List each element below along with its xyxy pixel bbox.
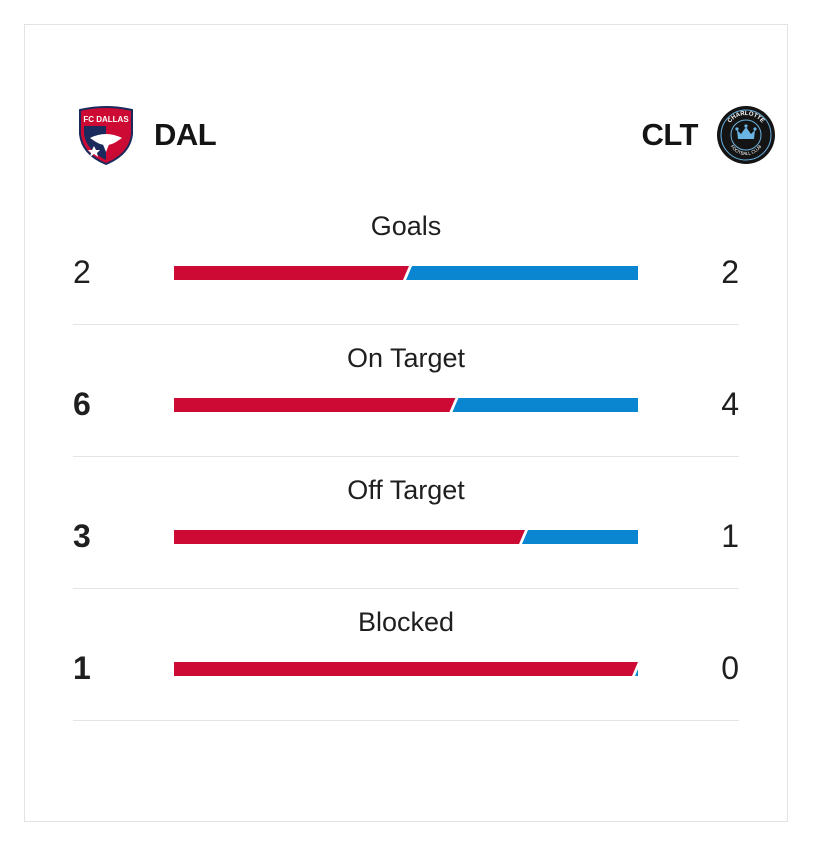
stat-label: Blocked [357,607,455,637]
away-team-abbr: CLT [641,117,699,152]
stat-label: On Target [346,343,466,373]
home-bar-segment [174,530,525,544]
home-stat-value: 2 [73,254,91,290]
away-stat-value: 0 [721,650,739,686]
away-bar-segment [635,662,638,676]
home-stat-value: 1 [73,650,91,686]
away-bar-segment [406,266,638,280]
stat-row-off-target: Off Target 3 1 [73,456,739,589]
home-stat-value: 3 [73,518,91,554]
stat-row-goals: Goals 2 2 [73,192,739,325]
home-team-header: FC DALLAS DAL [76,104,217,166]
stat-row-on-target: On Target 6 4 [73,324,739,457]
away-bar-segment [452,398,638,412]
away-bar-segment [522,530,638,544]
away-stat-value: 1 [721,518,739,554]
away-team-header: CLT CHARLOTTE FOOTBALL CLUB [642,104,776,166]
home-bar-segment [174,266,409,280]
match-stats-card [24,24,788,822]
charlotte-fc-crest-icon: CHARLOTTE FOOTBALL CLUB [717,106,775,164]
stat-label: Off Target [347,475,465,505]
stat-label: Goals [370,211,442,241]
stat-comparison-bar [174,662,638,676]
stat-comparison-bar [174,398,638,412]
home-bar-segment [174,662,638,676]
fc-dallas-crest-icon: FC DALLAS [79,106,133,166]
stat-comparison-bar [174,266,638,280]
svg-text:FC DALLAS: FC DALLAS [83,115,129,124]
stat-row-blocked: Blocked 1 0 [73,588,739,721]
away-stat-value: 2 [721,254,739,290]
home-stat-value: 6 [73,386,91,422]
home-team-abbr: DAL [154,117,217,152]
stat-comparison-bar [174,530,638,544]
away-stat-value: 4 [721,386,739,422]
home-bar-segment [174,398,456,412]
